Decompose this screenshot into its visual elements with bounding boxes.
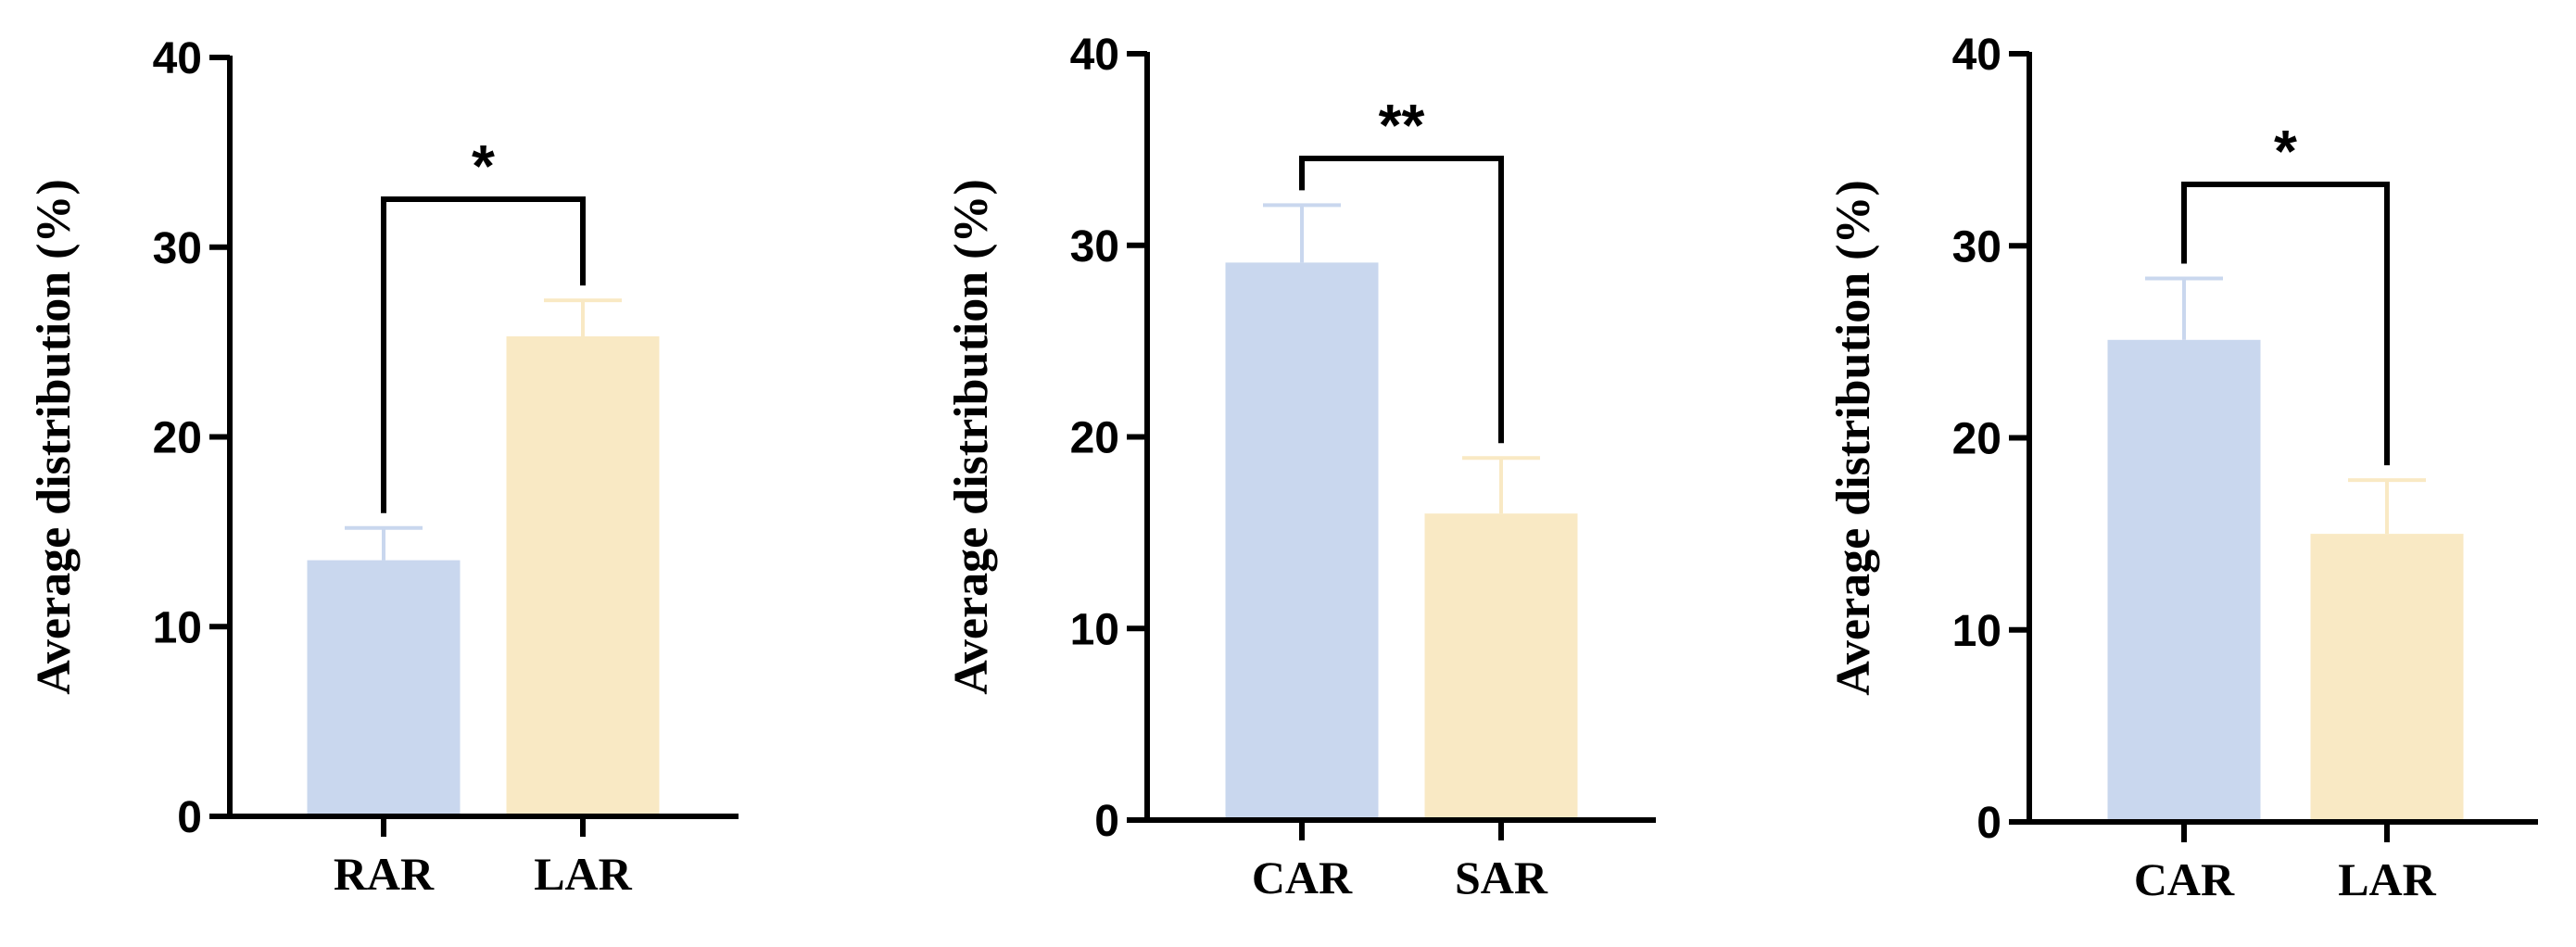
chart-panel-1: 0 10 20 30 40 RAR LAR Average distribution (%) * [28, 34, 739, 900]
bar-car [2107, 339, 2261, 822]
significance-label: ** [1379, 92, 1425, 158]
chart-panel-3: 0 10 20 30 40 CAR LAR Average distribution (%) * [1827, 31, 2538, 905]
y-tick-label: 0 [1976, 799, 2001, 848]
x-tick-label-sar: SAR [1455, 852, 1548, 903]
y-tick-label: 10 [1070, 605, 1119, 654]
y-tick-label: 0 [1094, 797, 1119, 846]
y-tick-label: 30 [1952, 222, 2001, 271]
y-tick-label: 20 [1070, 414, 1119, 463]
x-tick-label-lar: LAR [2338, 853, 2436, 905]
bar-lar [2310, 534, 2464, 822]
y-tick-label: 30 [153, 224, 202, 273]
bar-rar [307, 560, 461, 816]
significance-bracket [1299, 156, 1504, 444]
y-tick-label: 20 [1952, 415, 2001, 464]
significance-bracket [381, 196, 586, 513]
y-tick-label: 30 [1070, 222, 1119, 271]
x-tick-label-rar: RAR [334, 848, 435, 900]
bar-sar [1424, 513, 1578, 820]
y-tick-label: 10 [153, 603, 202, 652]
y-tick-label: 20 [153, 414, 202, 463]
y-axis-title: Average distribution (%) [945, 179, 998, 695]
y-tick-label: 40 [1952, 31, 2001, 80]
significance-label: * [2274, 118, 2297, 184]
x-tick-label-car: CAR [2134, 853, 2235, 905]
bar-car [1225, 262, 1379, 820]
y-tick-label: 10 [1952, 607, 2001, 656]
x-tick-label-car: CAR [1252, 852, 1353, 903]
y-axis-title: Average distribution (%) [1827, 180, 1880, 696]
bar-lar [506, 335, 660, 816]
y-tick-label: 40 [1070, 31, 1119, 80]
chart-panel-2: 0 10 20 30 40 CAR SAR Average distribution (%) *… [945, 31, 1656, 903]
significance-bracket [2181, 182, 2390, 466]
y-axis-title: Average distribution (%) [28, 179, 81, 695]
x-tick-label-lar: LAR [534, 848, 632, 900]
y-tick-label: 40 [153, 34, 202, 83]
significance-label: * [472, 133, 495, 199]
y-tick-label: 0 [177, 793, 202, 842]
